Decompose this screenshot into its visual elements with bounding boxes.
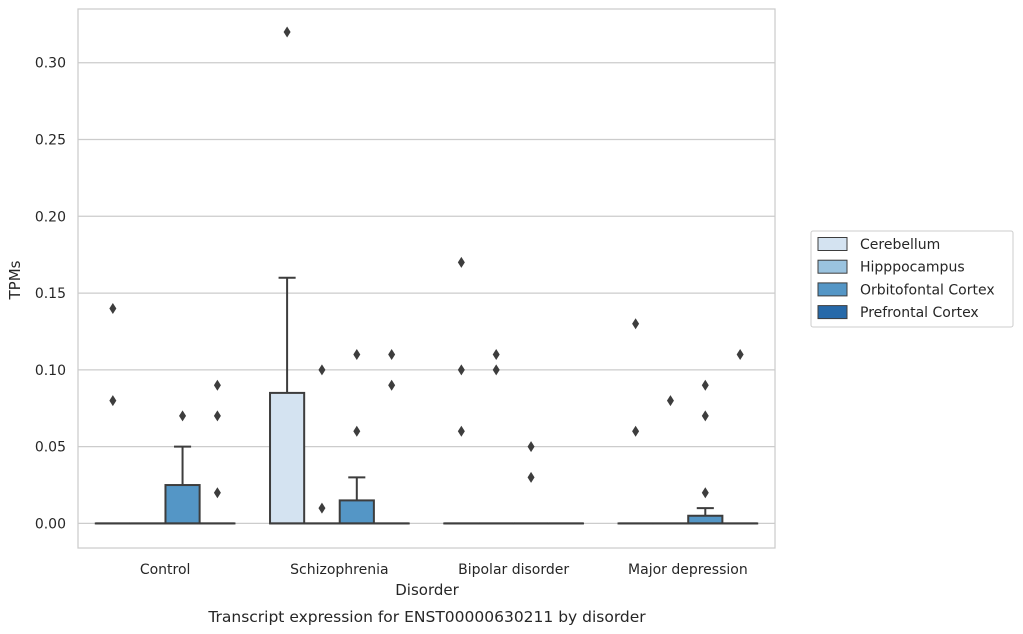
outlier-marker (632, 425, 640, 437)
boxes (94, 276, 759, 525)
outlier-marker (283, 26, 291, 38)
y-tick-label: 0.20 (35, 209, 66, 225)
outlier-marker (213, 410, 221, 422)
y-tick-label: 0.30 (35, 56, 66, 72)
x-tick-label: Schizophrenia (290, 562, 388, 578)
outlier-marker (457, 256, 465, 268)
box-orbitofontal-cortex (338, 499, 375, 525)
outlier-marker (527, 441, 535, 453)
outlier-marker (527, 471, 535, 483)
y-tick-label: 0.10 (35, 363, 66, 379)
y-tick-labels: 0.00 0.05 0.10 0.15 0.20 0.25 0.30 (35, 56, 66, 533)
x-axis-label: Disorder (395, 581, 459, 599)
x-tick-labels: Control Schizophrenia Bipolar disorder Majo… (140, 562, 748, 578)
box-orbitofontal-cortex (687, 514, 724, 525)
y-tick-label: 0.00 (35, 516, 66, 532)
outlier-marker (318, 502, 326, 514)
outlier-marker (701, 379, 709, 391)
x-tick-label: Control (140, 562, 191, 578)
legend-entry: Hipppocampus (860, 260, 965, 276)
plot-frame (77, 8, 776, 549)
outlier-marker (179, 410, 187, 422)
y-tick-label: 0.15 (35, 286, 66, 302)
box-orbitofontal-cortex (164, 484, 201, 525)
outlier-points (109, 26, 744, 514)
legend-swatch (817, 305, 848, 320)
outlier-marker (701, 410, 709, 422)
outlier-marker (213, 487, 221, 499)
outlier-marker (632, 318, 640, 330)
box-cerebellum (269, 391, 306, 525)
outlier-marker (492, 364, 500, 376)
chart-caption: Transcript expression for ENST0000063021… (207, 608, 646, 626)
legend: Cerebellum Hipppocampus Orbitofontal Corte… (810, 230, 1014, 328)
outlier-marker (213, 379, 221, 391)
outlier-marker (109, 302, 117, 314)
outlier-marker (736, 349, 744, 361)
y-axis-label: TPMs (6, 260, 24, 300)
x-tick-label: Major depression (628, 562, 748, 578)
outlier-marker (457, 425, 465, 437)
outlier-marker (318, 364, 326, 376)
legend-swatch (817, 259, 848, 274)
outlier-marker (353, 425, 361, 437)
outlier-marker (457, 364, 465, 376)
legend-swatch (817, 237, 848, 251)
outlier-marker (353, 349, 361, 361)
legend-entry: Cerebellum (860, 237, 940, 253)
legend-entry: Prefrontal Cortex (860, 305, 979, 321)
y-tick-label: 0.05 (35, 440, 66, 456)
outlier-marker (388, 349, 396, 361)
outlier-marker (388, 379, 396, 391)
y-tick-label: 0.25 (35, 133, 66, 149)
outlier-marker (701, 487, 709, 499)
legend-entry: Orbitofontal Cortex (860, 282, 995, 298)
legend-swatch (817, 282, 848, 297)
outlier-marker (109, 395, 117, 407)
x-tick-label: Bipolar disorder (458, 562, 569, 578)
plot-background (78, 9, 775, 548)
outlier-marker (492, 349, 500, 361)
outlier-marker (666, 395, 674, 407)
legend-frame (810, 230, 1014, 328)
